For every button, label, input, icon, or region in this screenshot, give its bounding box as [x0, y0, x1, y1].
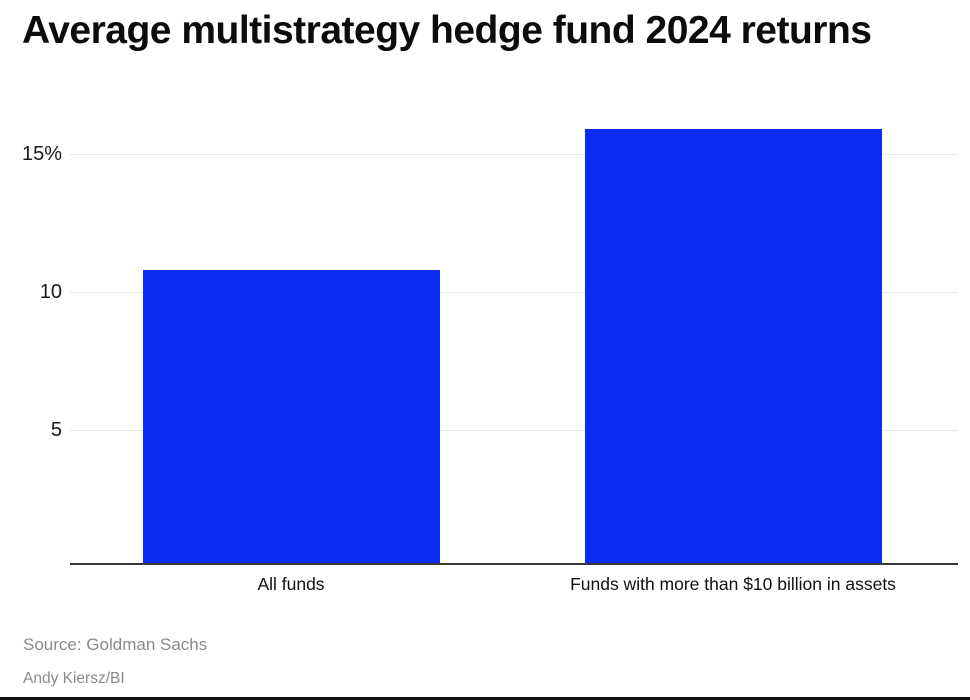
y-tick-label-10: 10	[39, 281, 62, 303]
credit-text: Andy Kiersz/BI	[23, 670, 125, 687]
bar-1	[584, 129, 882, 565]
bottom-divider	[0, 697, 970, 700]
x-axis-label-1: Funds with more than $10 billion in asse…	[570, 574, 896, 594]
y-tick-label-15: 15%	[21, 143, 62, 165]
source-text: Source: Goldman Sachs	[23, 635, 208, 654]
chart-title: Average multistrategy hedge fund 2024 re…	[22, 9, 872, 52]
x-axis-label-0: All funds	[257, 574, 325, 594]
x-axis-line	[70, 563, 958, 565]
gridline-15	[70, 154, 958, 155]
bar-0	[142, 269, 440, 565]
y-tick-label-5: 5	[50, 419, 62, 441]
gridline-5	[70, 430, 958, 431]
gridline-10	[70, 292, 958, 293]
